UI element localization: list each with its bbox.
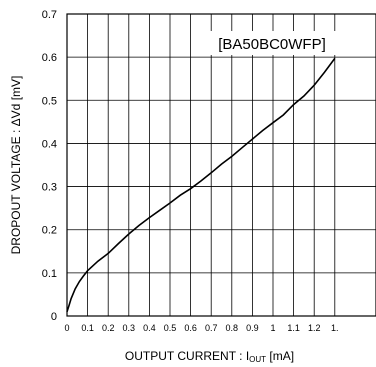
x-tick-label: 0.7 <box>205 323 218 333</box>
x-tick-label: 1.1 <box>287 323 300 333</box>
x-axis-label-main: OUTPUT CURRENT : I <box>125 349 249 363</box>
x-axis-label-unit: [mA] <box>266 349 294 363</box>
y-axis-label: DROPOUT VOLTAGE : ΔVd [mV] <box>9 76 23 255</box>
x-tick-label: 0.8 <box>226 323 239 333</box>
x-tick-label: 0.3 <box>123 323 136 333</box>
x-tick-label: 0.2 <box>102 323 115 333</box>
annotation-background <box>193 31 351 55</box>
x-tick-label: 1.2 <box>308 323 321 333</box>
y-tick-label: 0.4 <box>42 138 57 150</box>
y-tick-labels: 0 0.1 0.2 0.3 0.4 0.5 0.6 0.7 <box>42 9 57 323</box>
x-tick-label: 0.6 <box>184 323 197 333</box>
series-line <box>66 57 336 312</box>
annotation-label: [BA50BC0WFP] <box>218 36 326 53</box>
y-tick-label: 0.5 <box>42 95 57 107</box>
x-tick-label: 0.4 <box>143 323 156 333</box>
x-axis-label-subscript: OUT <box>249 355 266 364</box>
x-tick-label: 0.1 <box>81 323 94 333</box>
x-tick-labels: 0 0.1 0.2 0.3 0.4 0.5 0.6 0.7 0.8 0.9 1 1.1 1.2 1. <box>64 323 338 333</box>
x-tick-label: 0.9 <box>246 323 259 333</box>
plot-frame <box>66 13 376 317</box>
x-tick-label: 1 <box>270 323 275 333</box>
y-tick-label: 0.6 <box>42 52 57 64</box>
x-tick-label: 0.5 <box>164 323 177 333</box>
y-tick-label: 0.2 <box>42 225 57 237</box>
y-tick-label: 0.7 <box>42 9 57 21</box>
x-tick-label: 1. <box>331 323 339 333</box>
y-tick-label: 0 <box>51 311 57 323</box>
y-tick-label: 0.3 <box>42 182 57 194</box>
y-tick-label: 0.1 <box>42 268 57 280</box>
x-axis-label: OUTPUT CURRENT : IOUT [mA] <box>125 349 294 364</box>
x-tick-label: 0 <box>64 323 69 333</box>
